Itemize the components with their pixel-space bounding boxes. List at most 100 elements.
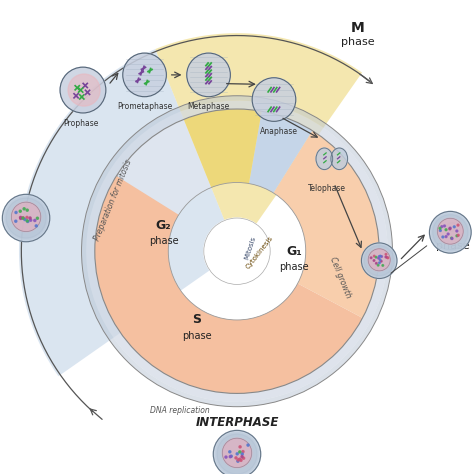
Circle shape bbox=[378, 257, 379, 259]
Circle shape bbox=[230, 455, 232, 457]
Circle shape bbox=[387, 257, 389, 259]
Circle shape bbox=[451, 237, 453, 239]
Circle shape bbox=[441, 226, 443, 228]
Circle shape bbox=[362, 243, 397, 279]
Circle shape bbox=[252, 78, 296, 121]
Text: phase: phase bbox=[436, 240, 469, 251]
Polygon shape bbox=[155, 33, 362, 251]
Circle shape bbox=[381, 255, 383, 257]
Circle shape bbox=[235, 457, 237, 459]
Circle shape bbox=[236, 453, 238, 455]
Circle shape bbox=[222, 438, 252, 467]
Circle shape bbox=[370, 257, 372, 259]
Circle shape bbox=[242, 450, 244, 453]
Circle shape bbox=[377, 264, 379, 266]
Circle shape bbox=[438, 219, 463, 244]
Circle shape bbox=[453, 226, 455, 228]
Text: Preparation for mitosis: Preparation for mitosis bbox=[92, 158, 133, 242]
Circle shape bbox=[187, 53, 230, 97]
Circle shape bbox=[225, 456, 227, 458]
Text: Prometaphase: Prometaphase bbox=[117, 102, 172, 111]
Text: Mitosis: Mitosis bbox=[244, 236, 256, 260]
Text: Cell growth: Cell growth bbox=[328, 255, 353, 299]
Circle shape bbox=[439, 229, 441, 231]
Text: INTERPHASE: INTERPHASE bbox=[195, 416, 279, 429]
Circle shape bbox=[449, 228, 451, 230]
Circle shape bbox=[11, 202, 41, 232]
Circle shape bbox=[213, 430, 261, 474]
Polygon shape bbox=[86, 100, 388, 402]
Circle shape bbox=[19, 217, 22, 219]
Circle shape bbox=[22, 217, 24, 219]
Circle shape bbox=[217, 434, 257, 474]
Circle shape bbox=[374, 255, 375, 257]
Circle shape bbox=[60, 67, 106, 113]
Circle shape bbox=[15, 220, 17, 222]
Circle shape bbox=[247, 444, 249, 446]
Text: phase: phase bbox=[182, 330, 211, 341]
Circle shape bbox=[34, 219, 36, 221]
Polygon shape bbox=[95, 176, 179, 322]
Circle shape bbox=[68, 74, 100, 106]
Circle shape bbox=[442, 236, 444, 238]
Circle shape bbox=[447, 233, 449, 235]
Text: phase: phase bbox=[149, 236, 178, 246]
Circle shape bbox=[24, 219, 26, 220]
Circle shape bbox=[449, 227, 451, 229]
Circle shape bbox=[229, 456, 231, 458]
Circle shape bbox=[229, 451, 231, 453]
Circle shape bbox=[379, 262, 380, 264]
Circle shape bbox=[239, 451, 241, 453]
Polygon shape bbox=[184, 109, 262, 188]
Circle shape bbox=[2, 194, 50, 242]
Text: G₂: G₂ bbox=[156, 219, 171, 232]
Text: G₁: G₁ bbox=[286, 245, 302, 258]
Polygon shape bbox=[95, 109, 379, 393]
Circle shape bbox=[379, 259, 381, 260]
Circle shape bbox=[237, 460, 239, 462]
Circle shape bbox=[22, 217, 24, 219]
Circle shape bbox=[204, 218, 270, 284]
Circle shape bbox=[20, 218, 22, 219]
Text: DNA replication: DNA replication bbox=[150, 406, 210, 414]
Circle shape bbox=[123, 53, 166, 97]
Circle shape bbox=[457, 224, 459, 226]
Text: S: S bbox=[192, 313, 201, 327]
Circle shape bbox=[364, 246, 394, 276]
Text: Telophase: Telophase bbox=[308, 184, 346, 193]
Polygon shape bbox=[273, 131, 379, 318]
Circle shape bbox=[241, 456, 243, 458]
Circle shape bbox=[29, 217, 31, 219]
Circle shape bbox=[368, 249, 390, 271]
Circle shape bbox=[35, 225, 37, 227]
Circle shape bbox=[215, 432, 259, 474]
Circle shape bbox=[363, 245, 395, 277]
Circle shape bbox=[429, 211, 471, 253]
Circle shape bbox=[445, 229, 447, 231]
Circle shape bbox=[382, 264, 383, 266]
Text: Anaphase: Anaphase bbox=[260, 127, 298, 136]
Circle shape bbox=[4, 196, 48, 240]
Circle shape bbox=[386, 257, 388, 258]
Circle shape bbox=[36, 217, 38, 219]
Text: Cytokinesis: Cytokinesis bbox=[245, 235, 274, 270]
Circle shape bbox=[431, 213, 469, 251]
Circle shape bbox=[19, 210, 21, 212]
Polygon shape bbox=[82, 96, 392, 407]
Circle shape bbox=[444, 225, 446, 227]
Circle shape bbox=[23, 208, 25, 210]
Ellipse shape bbox=[331, 148, 347, 170]
Circle shape bbox=[375, 256, 377, 258]
Circle shape bbox=[373, 260, 375, 261]
Circle shape bbox=[26, 216, 28, 219]
Polygon shape bbox=[111, 283, 363, 393]
Circle shape bbox=[445, 236, 447, 237]
Circle shape bbox=[238, 458, 241, 460]
Circle shape bbox=[15, 211, 17, 214]
Circle shape bbox=[381, 260, 382, 262]
Text: phase: phase bbox=[341, 36, 374, 47]
Circle shape bbox=[433, 215, 468, 250]
Circle shape bbox=[385, 256, 387, 258]
Circle shape bbox=[378, 255, 380, 257]
Circle shape bbox=[385, 254, 387, 255]
